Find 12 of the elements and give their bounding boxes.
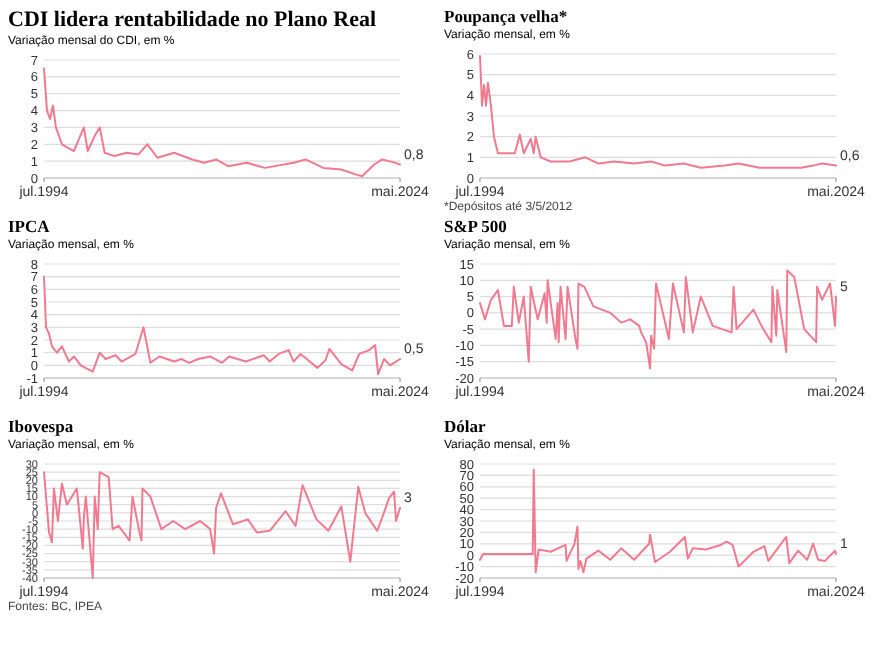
line-series bbox=[479, 269, 837, 370]
line-series bbox=[43, 275, 401, 376]
line-series bbox=[479, 55, 837, 169]
chart-title: S&P 500 bbox=[444, 216, 507, 236]
line-series bbox=[43, 471, 401, 579]
line-series bbox=[43, 67, 401, 178]
chart-title: Dólar bbox=[444, 416, 486, 436]
chart-title: Ibovespa bbox=[8, 416, 75, 436]
chart-title: Poupança velha* bbox=[444, 6, 568, 26]
chart-title: IPCA bbox=[8, 216, 52, 236]
chart-title: CDI lidera rentabilidade no Plano Real bbox=[8, 8, 377, 32]
line-series bbox=[479, 468, 837, 574]
